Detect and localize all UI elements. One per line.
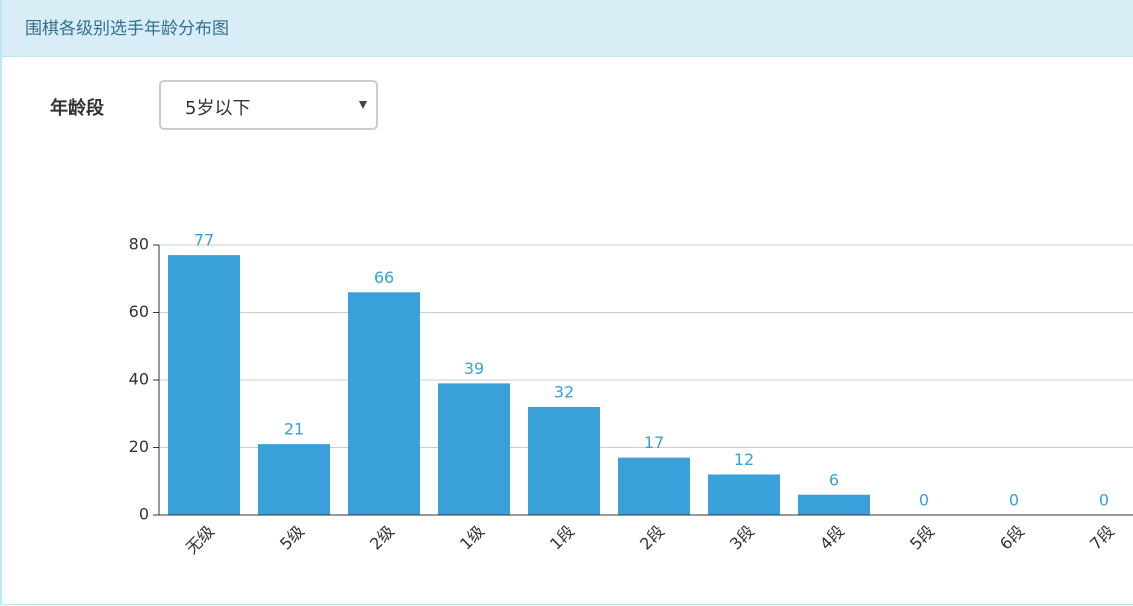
data-label: 12 [734, 450, 754, 469]
x-tick-label: 2级 [366, 522, 398, 554]
data-label: 6 [829, 470, 839, 489]
x-tick-label: 无级 [182, 522, 218, 558]
bar [168, 255, 240, 515]
y-tick-label: 60 [129, 302, 149, 321]
bar [438, 383, 510, 515]
y-tick-label: 20 [129, 437, 149, 456]
bar [618, 457, 690, 515]
x-tick-label: 7段 [1086, 522, 1118, 554]
data-label: 32 [554, 383, 574, 402]
data-label: 0 [1099, 491, 1109, 510]
bar [528, 407, 600, 515]
bar [348, 292, 420, 515]
select-value: 5岁以下 [185, 98, 251, 119]
x-tick-label: 5级 [276, 522, 308, 554]
data-label: 77 [194, 231, 214, 250]
y-tick-label: 40 [129, 370, 149, 389]
bar [798, 494, 870, 515]
data-label: 39 [464, 359, 484, 378]
data-label: 21 [284, 420, 304, 439]
y-tick-label: 0 [139, 505, 149, 524]
bar [258, 444, 330, 515]
x-tick-label: 3段 [726, 522, 758, 554]
select-arrow [359, 101, 367, 109]
panel-header: 围棋各级别选手年龄分布图 [2, 0, 1133, 57]
data-label: 17 [644, 433, 664, 452]
x-tick-label: 6段 [996, 522, 1028, 554]
data-label: 66 [374, 268, 394, 287]
age-select[interactable]: 5岁以下 [159, 80, 378, 130]
x-tick-label: 2段 [636, 522, 668, 554]
bar [708, 474, 780, 515]
x-tick-label: 5段 [906, 522, 938, 554]
x-tick-label: 1段 [546, 522, 578, 554]
filter-label: 年龄段 [50, 98, 104, 119]
data-label: 0 [1009, 491, 1019, 510]
panel-title: 围棋各级别选手年龄分布图 [25, 19, 229, 39]
x-tick-label: 4段 [816, 522, 848, 554]
data-label: 0 [919, 491, 929, 510]
x-tick-label: 1级 [456, 522, 488, 554]
y-tick-label: 80 [129, 235, 149, 254]
